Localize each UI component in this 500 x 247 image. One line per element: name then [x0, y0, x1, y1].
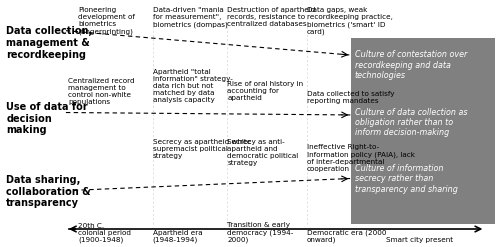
Text: Culture of information
secrecy rather than
transparency and sharing: Culture of information secrecy rather th…: [355, 164, 458, 194]
Text: 20th C.
colonial period
(1900-1948): 20th C. colonial period (1900-1948): [78, 223, 132, 243]
Text: Secrecy as apartheid white
supremacist political
strategy: Secrecy as apartheid white supremacist p…: [153, 139, 251, 159]
Text: Democratic era (2000
onward): Democratic era (2000 onward): [306, 229, 386, 243]
Text: Transition & early
democracy (1994-
2000): Transition & early democracy (1994- 2000…: [227, 222, 294, 243]
Text: Use of data for
decision
making: Use of data for decision making: [6, 102, 88, 135]
Text: Apartheid "total
information" strategy-
data rich but not
matched by data
analys: Apartheid "total information" strategy- …: [153, 69, 232, 103]
Text: Culture of data collection as
obligation rather than to
inform decision-making: Culture of data collection as obligation…: [355, 108, 468, 137]
Text: Rise of oral history in
accounting for
apartheid: Rise of oral history in accounting for a…: [227, 81, 304, 101]
Text: Data-driven "mania
for measurement",
biometrics (dompas): Data-driven "mania for measurement", bio…: [153, 7, 228, 28]
Text: Centralized record
management to
control non-white
populations: Centralized record management to control…: [68, 78, 135, 105]
Text: Pioneering
development of
biometrics
(fingerprinting): Pioneering development of biometrics (fi…: [78, 7, 135, 35]
Text: Smart city present: Smart city present: [386, 237, 453, 243]
Bar: [352, 38, 495, 224]
Text: Culture of contestation over
recordkeeping and data
technologies: Culture of contestation over recordkeepi…: [355, 50, 467, 80]
Text: Data sharing,
collaboration &
transparency: Data sharing, collaboration & transparen…: [6, 175, 91, 208]
Text: Ineffective Right-to-
Information policy (PAIA), lack
of inter-departmental
coop: Ineffective Right-to- Information policy…: [306, 144, 414, 172]
Text: Destruction of apartheid
records, resistance to
centralized databases: Destruction of apartheid records, resist…: [227, 7, 316, 27]
Text: Secrecy as anti-
apartheid and
democratic political
strategy: Secrecy as anti- apartheid and democrati…: [227, 139, 298, 166]
Text: Apartheid era
(1948-1994): Apartheid era (1948-1994): [153, 230, 202, 243]
Text: Data collected to satisfy
reporting mandates: Data collected to satisfy reporting mand…: [306, 91, 394, 103]
Text: Data collection,
management &
recordkeeping: Data collection, management & recordkeep…: [6, 26, 92, 60]
Text: Data gaps, weak
recordkeeping practice,
biometrics ('smart' ID
card): Data gaps, weak recordkeeping practice, …: [306, 7, 392, 36]
